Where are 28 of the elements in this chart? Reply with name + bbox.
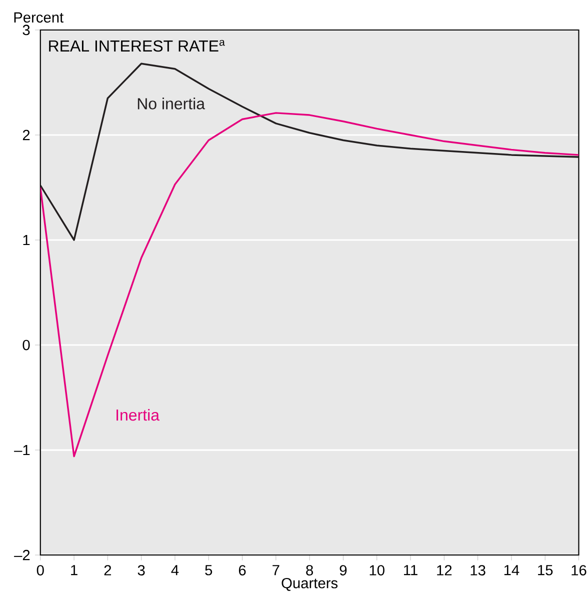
y-tick-label: 2 [22,130,30,140]
x-tick-label: 16 [572,565,586,576]
x-tick-label: 11 [404,565,418,576]
y-tick-label: 0 [22,340,30,350]
x-tick-label: 3 [138,565,145,576]
x-tick-label: 10 [370,565,384,576]
series-label: No inertia [138,98,205,110]
y-tick-label: 3 [22,24,30,36]
y-tick-label: 1 [23,234,30,246]
x-tick-label: 12 [437,565,452,576]
chart-title: REAL INTEREST RATE$^{a}$ [49,40,225,52]
x-tick-label: 0 [36,565,44,576]
x-tick-label: 6 [238,565,246,576]
x-tick-label: 8 [306,565,313,576]
x-tick-label: 13 [470,565,486,576]
x-tick-label: 2 [104,565,111,576]
x-tick-label: 7 [272,565,280,576]
y-tick-label: –1 [14,444,30,456]
series-label: Inertia [116,408,160,421]
y-tick-label: –2 [14,550,30,560]
x-tick-label: 14 [504,565,520,576]
x-axis-title: Quarters [282,578,338,591]
x-tick-label: 1 [71,565,78,576]
y-axis-title: Percent [14,12,64,23]
x-tick-label: 15 [538,565,553,576]
x-tick-label: 9 [340,565,347,576]
x-tick-label: 4 [171,565,179,576]
x-tick-label: 5 [205,565,212,576]
